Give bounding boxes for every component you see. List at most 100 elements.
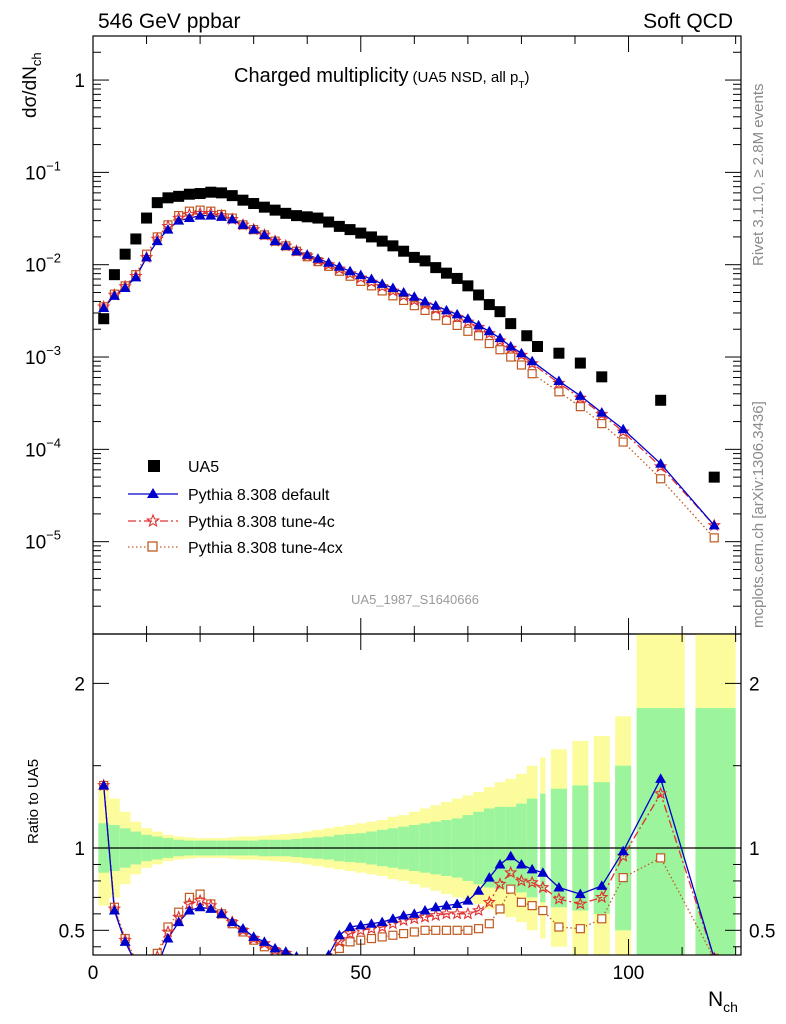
default-point [258, 229, 270, 239]
default-point [574, 390, 586, 400]
tune-4c-ratio-point [482, 895, 496, 909]
legend-label-tune-4cx: Pythia 8.308 tune-4cx [188, 540, 343, 557]
tune-4cx-ratio-point [484, 919, 494, 929]
tune-4cx-point [516, 360, 527, 370]
ua5-data-point [494, 306, 506, 318]
default-point [280, 240, 292, 250]
x-tick-label: 100 [613, 963, 645, 984]
default-point [365, 273, 377, 284]
ua5-data-point [323, 216, 335, 228]
tune-4cx-point [709, 533, 719, 543]
ua5-data-point [194, 188, 206, 200]
tune-4c-point [573, 391, 588, 404]
legend-label-ua5: UA5 [188, 459, 219, 476]
ua5-data-point [440, 267, 452, 279]
ua5-data-point [387, 240, 399, 252]
default-point [376, 278, 388, 288]
default-point [398, 286, 410, 297]
tune-4cx-ratio-point [420, 925, 430, 935]
uncertainty-band-inner [695, 708, 736, 955]
default-point [98, 302, 110, 312]
ua5-data-point [419, 255, 431, 267]
default-point [505, 341, 517, 351]
default-point [173, 215, 185, 225]
tune-4cx-point [441, 315, 452, 325]
ua5-data-point [430, 262, 442, 274]
tune-4c-point [493, 333, 507, 347]
default-point [408, 291, 420, 301]
default-point [451, 308, 463, 319]
default-point [655, 458, 667, 468]
tune-4c-point [616, 424, 630, 438]
ua5-data-point [291, 210, 303, 222]
default-point [344, 265, 356, 276]
tune-4c-ratio-point [514, 873, 529, 887]
ua5-data-point [130, 233, 142, 245]
default-point [141, 251, 153, 262]
default-point [269, 235, 281, 246]
analysis-id: UA5_1987_S1640666 [351, 592, 479, 607]
tune-4c-point [472, 320, 486, 333]
default-point [312, 253, 324, 263]
tune-4cx-ratio-point [377, 932, 387, 942]
default-ratio-point [130, 958, 141, 968]
tune-4c-ratio-point [343, 926, 357, 940]
legend: UA5 Pythia 8.308 default Pythia 8.308 tu… [128, 459, 343, 557]
plot-title-main: Charged multiplicity [234, 65, 409, 87]
x-tick-label: 0 [88, 963, 99, 984]
ua5-data-point [521, 330, 533, 342]
ua5-data-point [151, 197, 163, 209]
ua5-data-point [473, 289, 485, 301]
ua5-data-point [376, 235, 388, 247]
default-point [462, 313, 474, 323]
ua5-data-point [216, 187, 228, 199]
default-ratio-point [553, 882, 565, 892]
tune-4cx-ratio-point [132, 956, 140, 964]
tune-4c-ratio-point [332, 934, 347, 948]
ua5-data-point [451, 272, 463, 284]
main-panel: 1 10−1 10−2 10−3 10−4 10−5 [25, 35, 742, 635]
ua5-data-point [248, 198, 260, 210]
ua5-data-point [574, 357, 586, 369]
legend-marker-ua5 [148, 460, 160, 472]
ua5-data-point [312, 212, 324, 224]
legend-label-tune-4c: Pythia 8.308 tune-4c [188, 514, 335, 531]
default-point [237, 219, 249, 229]
x-axis-label: Nch [708, 988, 738, 1015]
ratio-frame [92, 633, 742, 956]
ua5-data-point [655, 394, 667, 406]
default-point [151, 235, 163, 246]
default-point [515, 347, 527, 358]
default-ratio-point [387, 913, 399, 923]
default-ratio-point [483, 872, 495, 882]
tune-4c-ratio-point [236, 923, 250, 937]
ua5-data-point [280, 207, 292, 219]
default-ratio-point [408, 908, 420, 918]
tune-4c-point [552, 376, 566, 389]
tune-4cx-point [463, 326, 473, 336]
default-ratio-point [376, 916, 388, 927]
tune-4cx-ratio-point [656, 853, 666, 863]
default-point [617, 423, 629, 434]
tune-4c-ratio-point [552, 891, 566, 905]
tune-4c-ratio-point [525, 875, 539, 889]
plot-title-note-sub: T [518, 80, 524, 91]
main-y-tick-label: 10−3 [25, 343, 61, 369]
tune-4cx-ratio-point [452, 925, 462, 935]
main-plot-area [97, 186, 721, 543]
default-ratio-point [473, 885, 485, 895]
ratio-y-tick-label-left: 0.5 [59, 921, 85, 942]
ratio-y-tick-label-right: 1 [749, 839, 760, 860]
ua5-data-point [355, 227, 367, 239]
default-point [183, 212, 195, 223]
default-point [301, 249, 313, 259]
tune-4cx-ratio-point [538, 905, 548, 916]
ratio-y-tick-label-left: 2 [74, 674, 85, 695]
default-point [708, 519, 720, 530]
default-ratio-point [302, 958, 313, 968]
ua5-data-point [141, 212, 153, 224]
ua5-data-point [462, 280, 474, 292]
default-point [596, 407, 608, 417]
default-ratio-point [162, 933, 174, 943]
